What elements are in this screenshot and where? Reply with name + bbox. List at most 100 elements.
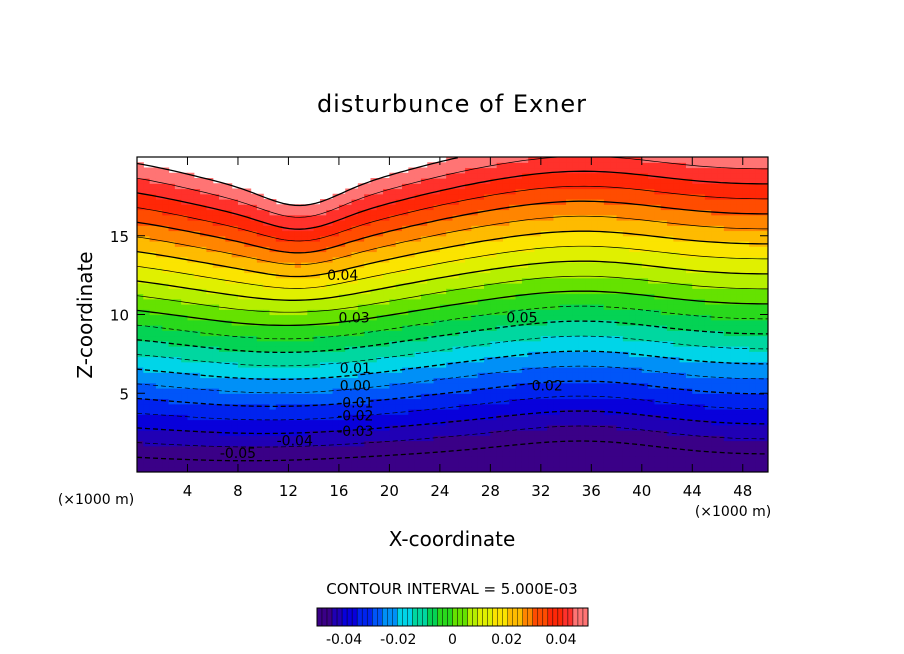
field-cell <box>673 319 681 326</box>
field-cell <box>263 372 271 379</box>
field-cell <box>629 377 637 384</box>
field-cell <box>452 288 460 295</box>
field-cell <box>206 419 214 426</box>
field-cell <box>408 178 416 184</box>
field-cell <box>313 409 321 415</box>
field-cell <box>351 319 359 326</box>
field-cell <box>137 204 144 211</box>
field-cell <box>585 440 592 447</box>
field-cell <box>547 262 555 268</box>
field-cell <box>155 267 163 274</box>
field-cell <box>484 372 491 379</box>
field-cell <box>433 445 441 452</box>
field-cell <box>528 388 536 394</box>
field-cell <box>610 388 618 394</box>
field-cell <box>509 283 517 289</box>
field-cell <box>660 340 668 347</box>
field-cell <box>288 335 296 342</box>
field-cell <box>219 298 226 305</box>
field-cell <box>477 277 485 284</box>
field-cell <box>471 466 479 472</box>
field-cell <box>572 167 580 174</box>
field-cell <box>351 272 359 279</box>
field-cell <box>326 267 334 274</box>
field-cell <box>458 277 466 284</box>
field-cell <box>282 298 290 305</box>
field-cell <box>193 214 201 221</box>
field-cell <box>206 414 214 421</box>
field-cell <box>225 451 233 457</box>
field-cell <box>458 304 466 310</box>
field-cell <box>648 193 656 200</box>
field-cell <box>616 461 624 468</box>
field-cell <box>351 314 359 321</box>
field-cell <box>237 351 245 358</box>
field-cell <box>566 382 573 389</box>
field-cell <box>137 377 144 384</box>
field-cell <box>484 262 491 268</box>
field-cell <box>446 393 454 400</box>
field-cell <box>275 430 283 436</box>
field-cell <box>660 461 668 468</box>
field-cell <box>591 230 599 237</box>
field-cell <box>515 162 523 169</box>
field-cell <box>376 377 384 384</box>
field-cell <box>610 256 618 263</box>
field-cell <box>629 188 637 195</box>
field-cell <box>256 414 264 421</box>
field-cell <box>471 356 479 363</box>
field-cell <box>502 251 510 258</box>
field-cell <box>288 272 296 279</box>
field-cell <box>465 167 473 174</box>
field-cell <box>332 424 340 431</box>
field-cell <box>225 298 233 305</box>
field-cell <box>439 272 447 279</box>
field-cell <box>332 340 340 347</box>
field-cell <box>402 356 409 363</box>
field-cell <box>515 193 523 200</box>
field-cell <box>597 451 605 457</box>
field-cell <box>521 157 529 163</box>
field-cell <box>383 304 390 310</box>
field-cell <box>515 214 523 221</box>
field-cell <box>181 330 189 337</box>
field-cell <box>275 409 283 415</box>
field-cell <box>326 340 334 347</box>
field-cell <box>338 361 346 368</box>
field-cell <box>502 288 510 295</box>
field-cell <box>427 393 435 400</box>
field-cell <box>566 293 573 300</box>
field-cell <box>193 319 201 326</box>
field-cell <box>200 445 208 452</box>
field-cell <box>477 409 485 415</box>
field-cell <box>370 461 378 468</box>
field-cell <box>559 435 567 442</box>
field-cell <box>376 419 384 426</box>
field-cell <box>288 388 296 394</box>
field-cell <box>566 272 573 279</box>
field-cell <box>200 272 208 279</box>
field-cell <box>534 298 542 305</box>
field-cell <box>610 398 618 405</box>
field-cell <box>408 367 416 373</box>
field-cell <box>490 214 498 221</box>
field-cell <box>313 367 321 373</box>
field-cell <box>465 325 473 331</box>
field-cell <box>515 456 523 463</box>
field-cell <box>521 225 529 232</box>
field-cell <box>402 172 409 179</box>
field-cell <box>502 193 510 200</box>
field-cell <box>553 209 561 216</box>
field-cell <box>673 172 681 179</box>
field-cell <box>263 309 271 316</box>
field-cell <box>641 178 649 184</box>
field-cell <box>181 298 189 305</box>
field-cell <box>591 162 599 169</box>
field-cell <box>345 361 353 368</box>
field-cell <box>307 230 315 237</box>
field-cell <box>452 262 460 268</box>
field-cell <box>288 293 296 300</box>
field-cell <box>597 445 605 452</box>
field-cell <box>679 277 687 284</box>
field-cell <box>566 361 573 368</box>
